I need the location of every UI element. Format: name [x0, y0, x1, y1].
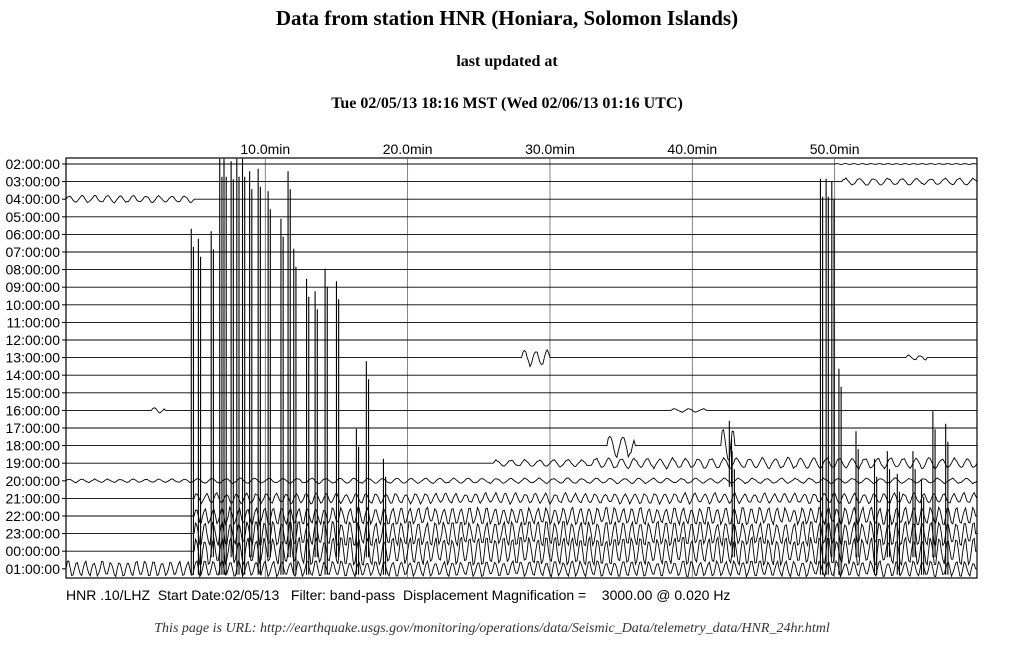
chart-grid — [62, 157, 978, 579]
row-time-label: 11:00:00 — [7, 314, 61, 330]
seismogram-trace — [65, 477, 978, 485]
seismogram-trace — [66, 520, 977, 548]
x-tick-label: 50.0min — [810, 141, 860, 157]
row-time-label: 09:00:00 — [6, 279, 61, 295]
seismogram-trace — [65, 194, 977, 204]
seismogram-trace — [66, 456, 978, 470]
row-time-label: 19:00:00 — [6, 455, 61, 471]
row-time-label: 06:00:00 — [6, 226, 61, 242]
row-time-label: 13:00:00 — [6, 350, 61, 366]
last-updated-label: last updated at — [456, 53, 558, 70]
seismogram-trace — [66, 535, 977, 567]
chart-footer: HNR .10/LHZ Start Date:02/05/13 Filter: … — [66, 587, 966, 603]
footer-filter: Filter: band-pass — [290, 587, 396, 603]
row-time-label: 15:00:00 — [6, 385, 61, 401]
seismogram-trace — [66, 428, 977, 462]
row-time-label: 10:00:00 — [6, 297, 61, 313]
chart-labels: 10.0min 20.0min 30.0min 40.0min 50.0min 02:00… — [6, 141, 860, 577]
x-tick-label: 20.0min — [383, 141, 433, 157]
row-time-label: 01:00:00 — [6, 561, 61, 577]
row-time-label: 23:00:00 — [6, 526, 61, 542]
plot-frame — [65, 157, 978, 579]
row-time-label: 20:00:00 — [6, 473, 61, 489]
seismogram-trace — [66, 505, 977, 527]
row-time-label: 08:00:00 — [6, 262, 61, 278]
chart-traces — [65, 158, 978, 579]
x-tick-label: 10.0min — [240, 141, 290, 157]
seismogram-trace — [66, 163, 977, 165]
row-time-label: 16:00:00 — [6, 402, 61, 418]
seismogram-trace — [66, 348, 977, 368]
row-time-label: 05:00:00 — [6, 209, 61, 225]
footer-station: HNR .10/LHZ — [66, 587, 151, 603]
footer-magnification: 3000.00 @ 0.020 Hz — [601, 587, 731, 603]
seismogram-trace — [66, 177, 978, 186]
row-time-label: 14:00:00 — [6, 367, 61, 383]
row-time-label: 03:00:00 — [6, 174, 61, 190]
row-time-label: 02:00:00 — [6, 156, 61, 172]
page-title: Data from station HNR (Honiara, Solomon … — [275, 6, 739, 30]
footer-start-date: Start Date:02/05/13 — [157, 587, 280, 603]
seismogram-trace — [66, 491, 978, 506]
row-time-label: 00:00:00 — [6, 543, 61, 559]
row-time-label: 21:00:00 — [6, 490, 61, 506]
page-url-note: This page is URL: http://earthquake.usgs… — [154, 621, 830, 636]
row-time-label: 22:00:00 — [6, 508, 61, 524]
helicorder-chart: 10.0min 20.0min 30.0min 40.0min 50.0min 02:00… — [6, 141, 978, 579]
row-time-label: 17:00:00 — [6, 420, 61, 436]
row-time-label: 04:00:00 — [6, 191, 61, 207]
row-time-label: 12:00:00 — [6, 332, 61, 348]
x-tick-label: 30.0min — [525, 141, 575, 157]
footer-magnification-label: Displacement Magnification = — [402, 587, 587, 603]
last-updated-time: Tue 02/05/13 18:16 MST (Wed 02/06/13 01:… — [331, 95, 683, 112]
x-tick-label: 40.0min — [667, 141, 717, 157]
row-time-label: 07:00:00 — [6, 244, 61, 260]
seismogram-trace — [65, 559, 977, 579]
row-time-label: 18:00:00 — [6, 438, 61, 454]
seismogram-trace — [66, 407, 977, 414]
